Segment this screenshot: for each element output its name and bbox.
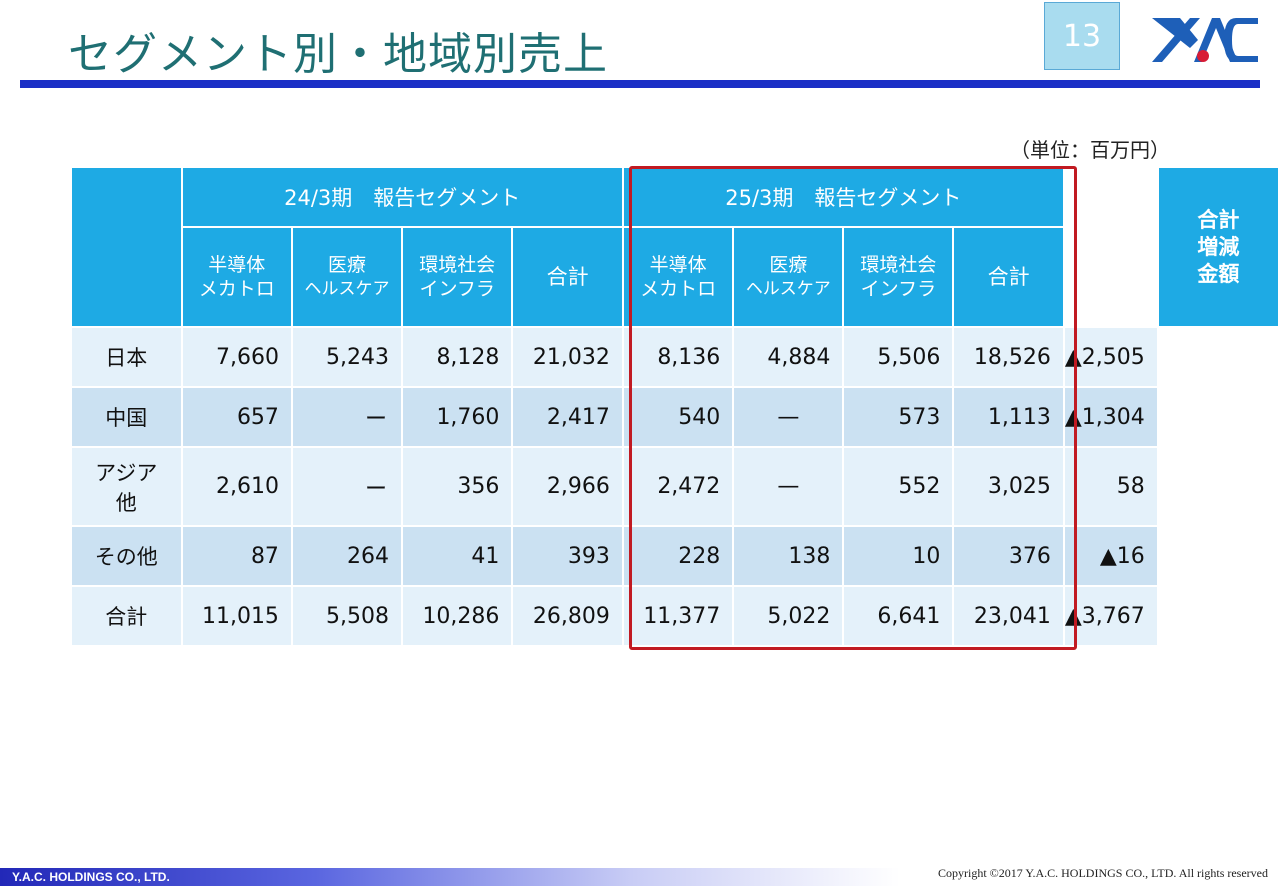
table-cell: 540 bbox=[623, 388, 735, 448]
region-label: その他 bbox=[72, 527, 183, 587]
table-cell: 1,760 bbox=[402, 388, 514, 448]
region-label: 日本 bbox=[72, 328, 183, 388]
table-cell: 2,417 bbox=[513, 388, 624, 448]
slide-title: セグメント別・地域別売上 bbox=[68, 29, 608, 80]
total-change-cell: ▲1,304 bbox=[1064, 388, 1159, 448]
table-cell: 5,243 bbox=[292, 328, 403, 388]
table-cell: ー bbox=[292, 448, 403, 527]
table-cell: 41 bbox=[402, 527, 514, 587]
table-cell: 393 bbox=[513, 527, 624, 587]
segment-subheader: 医療 ヘルスケア bbox=[292, 228, 403, 328]
table-cell: 228 bbox=[623, 527, 735, 587]
table-cell: 4,884 bbox=[734, 328, 845, 388]
table-cell: 5,506 bbox=[844, 328, 955, 388]
table-cell: 2,966 bbox=[513, 448, 624, 527]
table-cell: 5,508 bbox=[292, 587, 403, 647]
table-cell: 264 bbox=[292, 527, 403, 587]
region-label: 合計 bbox=[72, 587, 183, 647]
table-row: アジア他 2,610 ー 356 2,966 2,472—552 3,025 58 bbox=[72, 448, 1280, 527]
region-label: 中国 bbox=[72, 388, 183, 448]
segment-subheader: 半導体 メカトロ bbox=[182, 228, 293, 328]
corner-header bbox=[72, 168, 183, 328]
table-cell: 356 bbox=[402, 448, 514, 527]
segment-subheader: 環境社会 インフラ bbox=[402, 228, 514, 328]
table-row: 中国 657 ー 1,760 2,417 540—573 1,113 ▲1,304 bbox=[72, 388, 1280, 448]
table-cell: 5,022 bbox=[734, 587, 845, 647]
table-cell: 8,136 bbox=[623, 328, 735, 388]
table-cell: 8,128 bbox=[402, 328, 514, 388]
segment-subheader: 合計 bbox=[954, 228, 1065, 328]
copyright-notice: Copyright ©2017 Y.A.C. HOLDINGS CO., LTD… bbox=[938, 866, 1268, 880]
total-change-cell: ▲2,505 bbox=[1064, 328, 1159, 388]
table-cell: 7,660 bbox=[182, 328, 293, 388]
table-cell: 21,032 bbox=[513, 328, 624, 388]
total-change-cell: ▲3,767 bbox=[1064, 587, 1159, 647]
segment-region-sales-table: 24/3期 報告セグメント 25/3期 報告セグメント 合計 増減 金額 半導体… bbox=[72, 168, 1280, 647]
total-change-header: 合計 増減 金額 bbox=[1158, 168, 1280, 328]
table-cell: 1,113 bbox=[954, 388, 1065, 448]
table-cell: 552 bbox=[844, 448, 955, 527]
region-label: アジア他 bbox=[72, 448, 183, 527]
table-cell: — bbox=[734, 448, 845, 527]
table-cell: 10 bbox=[844, 527, 955, 587]
total-change-cell: ▲16 bbox=[1064, 527, 1159, 587]
page-number: 13 bbox=[1044, 2, 1120, 70]
table-cell: 11,377 bbox=[623, 587, 735, 647]
table-cell: 10,286 bbox=[402, 587, 514, 647]
table-cell: 138 bbox=[734, 527, 845, 587]
footer-company: Y.A.C. HOLDINGS CO., LTD. bbox=[12, 870, 170, 884]
table-cell: 26,809 bbox=[513, 587, 624, 647]
footer-bar bbox=[0, 868, 900, 886]
table-cell: 23,041 bbox=[954, 587, 1065, 647]
company-logo bbox=[1152, 18, 1258, 62]
segment-subheader: 医療 ヘルスケア bbox=[734, 228, 845, 328]
table-cell: ー bbox=[292, 388, 403, 448]
table-cell: 573 bbox=[844, 388, 955, 448]
table-cell: 87 bbox=[182, 527, 293, 587]
table-cell: 2,472 bbox=[623, 448, 735, 527]
table-cell: 2,610 bbox=[182, 448, 293, 527]
unit-note: （単位：百万円） bbox=[1010, 138, 1170, 162]
table-cell: 6,641 bbox=[844, 587, 955, 647]
group-header-fy24: 24/3期 報告セグメント bbox=[182, 168, 624, 228]
title-underline bbox=[20, 80, 1260, 88]
segment-subheader: 合計 bbox=[513, 228, 624, 328]
total-change-cell: 58 bbox=[1064, 448, 1159, 527]
table-cell: — bbox=[734, 388, 845, 448]
table-row: 合計 11,015 5,508 10,286 26,809 11,377 5,022 6,64… bbox=[72, 587, 1280, 647]
table-cell: 657 bbox=[182, 388, 293, 448]
segment-subheader: 半導体 メカトロ bbox=[623, 228, 735, 328]
table-row: 日本 7,660 5,243 8,128 21,032 8,136 4,884 5,506 18… bbox=[72, 328, 1280, 388]
group-header-fy25: 25/3期 報告セグメント bbox=[623, 168, 1065, 228]
table-cell: 376 bbox=[954, 527, 1065, 587]
table-cell: 18,526 bbox=[954, 328, 1065, 388]
segment-subheader: 環境社会 インフラ bbox=[844, 228, 955, 328]
table-row: その他 87 264 41 393 228 138 10 376 ▲16 bbox=[72, 527, 1280, 587]
table-cell: 11,015 bbox=[182, 587, 293, 647]
table-cell: 3,025 bbox=[954, 448, 1065, 527]
